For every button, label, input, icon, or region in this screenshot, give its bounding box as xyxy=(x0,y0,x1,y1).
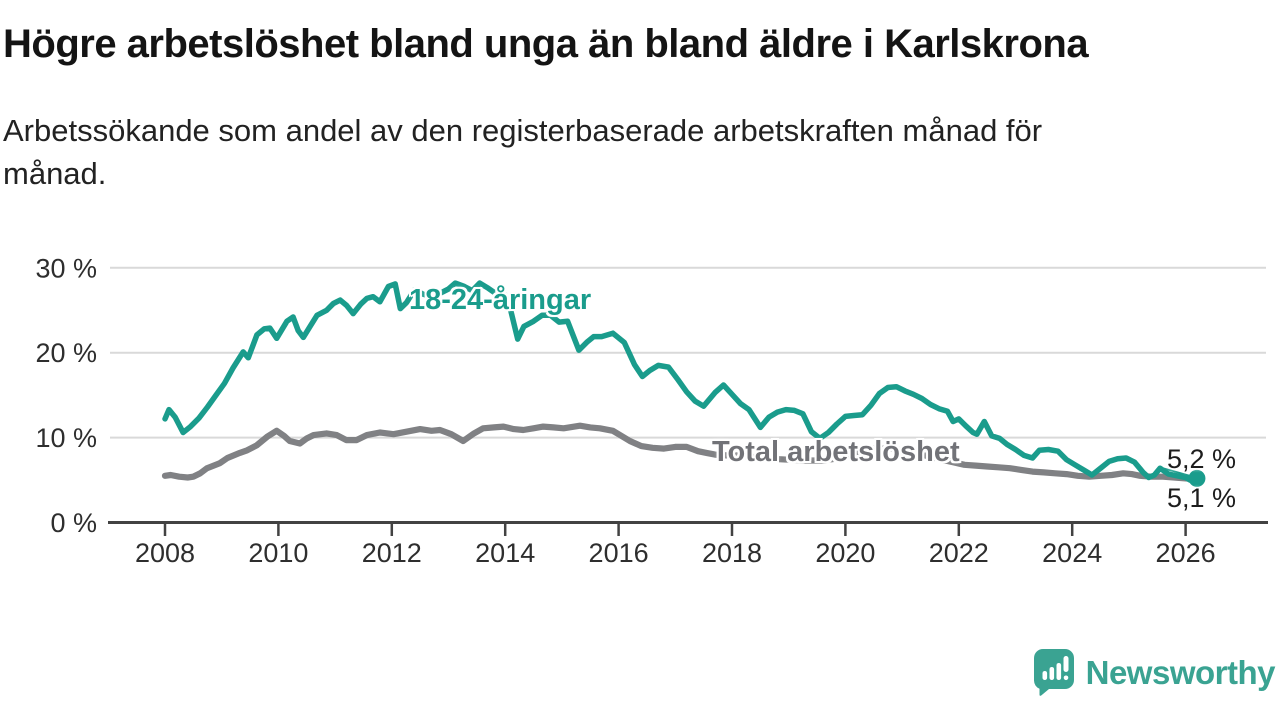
brand-name: Newsworthy xyxy=(1085,653,1276,691)
page-title: Högre arbetslöshet bland unga än bland ä… xyxy=(3,22,1089,66)
logo-exclamation-dot xyxy=(1063,675,1068,681)
logo-bars xyxy=(1042,656,1069,681)
x-tick-label: 2024 xyxy=(1042,538,1102,568)
logo-exclamation-bar xyxy=(1063,656,1069,672)
x-tick-label: 2020 xyxy=(815,538,875,568)
end-value-label-young: 5,2 % xyxy=(1167,444,1237,474)
x-tick-label: 2016 xyxy=(589,538,649,568)
x-tick-label: 2008 xyxy=(135,538,195,568)
x-tick-label: 2026 xyxy=(1156,538,1216,568)
series-label-young: 18-24-åringar xyxy=(409,284,592,316)
y-tick-label: 20 % xyxy=(35,338,97,368)
y-tick-label: 10 % xyxy=(35,423,97,453)
y-tick-label: 0 % xyxy=(50,508,97,538)
x-tick-label: 2022 xyxy=(929,538,989,568)
newsworthy-logo-icon xyxy=(1033,649,1074,696)
x-tick-label: 2010 xyxy=(248,538,308,568)
x-tick-label: 2012 xyxy=(362,538,422,568)
x-tick-label: 2018 xyxy=(702,538,762,568)
series-line-total xyxy=(161,422,1201,483)
series-label-total: Total arbetslöshet xyxy=(712,436,960,468)
x-tick-label: 2014 xyxy=(475,538,535,568)
chart-subtitle: Arbetssökande som andel av den registerb… xyxy=(3,113,1043,191)
y-tick-label: 30 % xyxy=(35,253,97,283)
end-value-label-total: 5,1 % xyxy=(1167,483,1237,513)
series-line-young xyxy=(162,280,1200,483)
end-label-connector xyxy=(1163,467,1193,478)
series-end-dot xyxy=(1188,469,1206,487)
brand-footer: Newsworthy xyxy=(1033,649,1276,696)
